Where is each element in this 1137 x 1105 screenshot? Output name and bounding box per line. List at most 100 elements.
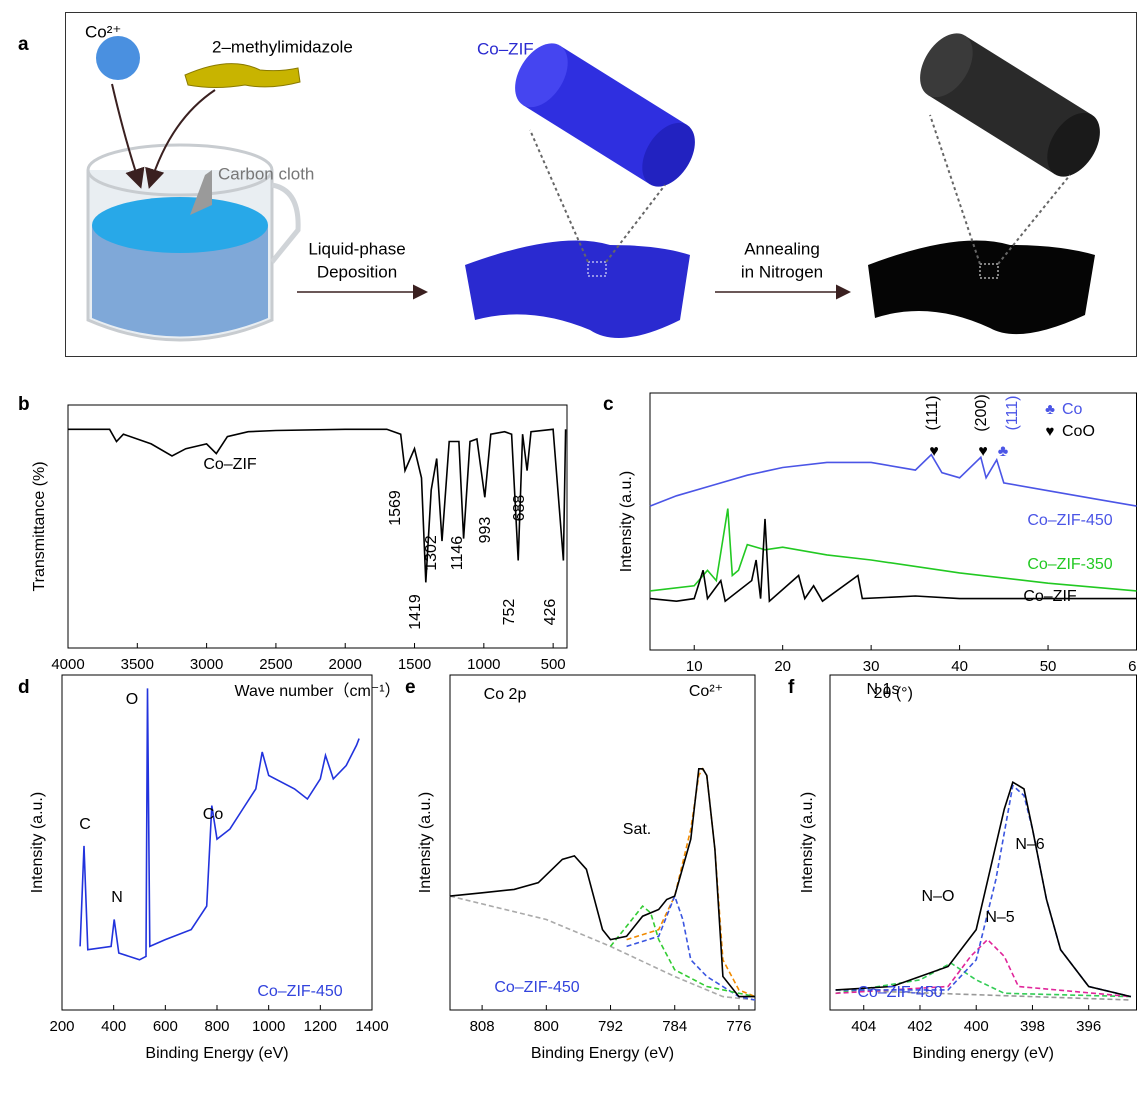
series-line (80, 688, 359, 959)
legend-symbol: ♥ (1046, 423, 1055, 440)
series-label: Co–ZIF (1023, 588, 1077, 605)
legend-label: CoO (1062, 423, 1095, 440)
label: 2–methylimidazole (212, 37, 353, 56)
y-axis-label: Intensity (a.u.) (417, 792, 434, 893)
series-line (836, 786, 1131, 997)
annotation: N 1s (867, 681, 900, 698)
x-tick-label: 10 (686, 658, 703, 675)
label: Liquid-phase (308, 239, 405, 258)
series-line (836, 782, 1131, 996)
x-tick-label: 30 (863, 658, 880, 675)
x-tick-label: 1500 (398, 656, 431, 673)
panel-label: e (405, 677, 416, 698)
x-tick-label: 60 (1128, 658, 1137, 675)
annotation: Co–ZIF-450 (857, 984, 942, 1001)
x-tick-label: 800 (204, 1018, 229, 1035)
x-tick-label: 404 (851, 1018, 876, 1035)
x-tick-label: 1000 (467, 656, 500, 673)
annotation: ♥ (978, 443, 988, 460)
x-tick-label: 398 (1020, 1018, 1045, 1035)
label: Carbon cloth (218, 164, 314, 183)
plot-frame (450, 675, 755, 1010)
annotation: 1302 (423, 535, 440, 571)
annotation: C (79, 816, 91, 833)
series-label: Co–ZIF-350 (1027, 556, 1112, 573)
series-line (627, 769, 755, 997)
series-label: Co–ZIF-450 (1027, 512, 1112, 529)
annotation: (200) (973, 394, 990, 431)
x-tick-label: 1200 (304, 1018, 337, 1035)
plot-frame (62, 675, 372, 1010)
x-tick-label: 200 (49, 1018, 74, 1035)
x-axis-label: Binding Energy (eV) (531, 1045, 674, 1062)
linker-molecule (185, 64, 300, 88)
legend-symbol: ♣ (1045, 401, 1055, 418)
annotation: ♥ (929, 443, 939, 460)
annotation: Co–ZIF (203, 456, 257, 473)
panel-label: c (603, 394, 614, 415)
label: in Nitrogen (741, 262, 823, 281)
series-line (450, 769, 755, 997)
x-tick-label: 3000 (190, 656, 223, 673)
annotation: Co–ZIF-450 (494, 979, 579, 996)
blue-cylinder (504, 34, 706, 196)
figure: a Co²⁺ 2–methylimidazole Carbon cloth Co… (0, 0, 1137, 1100)
annotation: 993 (477, 517, 494, 544)
x-tick-label: 600 (153, 1018, 178, 1035)
annotation: ♣ (998, 443, 1009, 460)
x-tick-label: 2000 (329, 656, 362, 673)
panel-label: d (18, 677, 30, 698)
x-axis-label: Wave number（cm⁻¹） (234, 682, 400, 700)
x-tick-label: 400 (101, 1018, 126, 1035)
label: Co²⁺ (85, 22, 121, 41)
annotation: O (126, 691, 138, 708)
label: Deposition (317, 262, 397, 281)
blue-sheet (465, 241, 690, 339)
annotation: N (111, 889, 123, 906)
annotation: 1146 (449, 536, 466, 571)
series-line (68, 429, 566, 582)
series-line (627, 896, 755, 1000)
y-axis-label: Intensity (a.u.) (29, 792, 46, 893)
x-tick-label: 40 (951, 658, 968, 675)
panel-label: a (18, 34, 29, 55)
label: Annealing (744, 239, 820, 258)
x-axis-label: Binding energy (eV) (913, 1045, 1054, 1062)
x-tick-label: 1400 (355, 1018, 388, 1035)
annotation: N–5 (985, 909, 1014, 926)
series-line (611, 906, 756, 997)
x-axis-label: Binding Energy (eV) (145, 1045, 288, 1062)
annotation: (111) (924, 396, 941, 431)
annotation: Co 2p (484, 686, 527, 703)
annotation: Co (203, 806, 224, 823)
annotation: 688 (511, 495, 528, 522)
annotation: (111) (1004, 396, 1021, 431)
annotation: 1569 (387, 490, 404, 526)
x-tick-label: 808 (470, 1018, 495, 1035)
x-tick-label: 800 (534, 1018, 559, 1035)
x-tick-label: 3500 (121, 656, 154, 673)
annotation: N–O (922, 888, 955, 905)
page: a Co²⁺ 2–methylimidazole Carbon cloth Co… (0, 0, 1137, 1105)
series-line (650, 455, 1137, 506)
black-sheet (868, 241, 1095, 335)
legend-label: Co (1062, 401, 1083, 418)
x-tick-label: 400 (964, 1018, 989, 1035)
x-tick-label: 4000 (51, 656, 84, 673)
plot-frame (830, 675, 1137, 1010)
annotation: Sat. (623, 821, 651, 838)
annotation: Co–ZIF-450 (257, 983, 342, 1000)
x-tick-label: 2500 (259, 656, 292, 673)
x-tick-label: 396 (1076, 1018, 1101, 1035)
black-cylinder (909, 24, 1111, 186)
co-ion-sphere (96, 36, 140, 80)
panel-label: b (18, 394, 30, 415)
annotation: 1419 (407, 594, 424, 630)
y-axis-label: Transmittance (%) (31, 461, 48, 591)
annotation: 426 (542, 599, 559, 626)
y-axis-label: Intensity (a.u.) (799, 792, 816, 893)
x-tick-label: 784 (662, 1018, 687, 1035)
arrow (112, 84, 140, 185)
panel-label: f (788, 677, 795, 698)
annotation: 752 (501, 599, 518, 626)
